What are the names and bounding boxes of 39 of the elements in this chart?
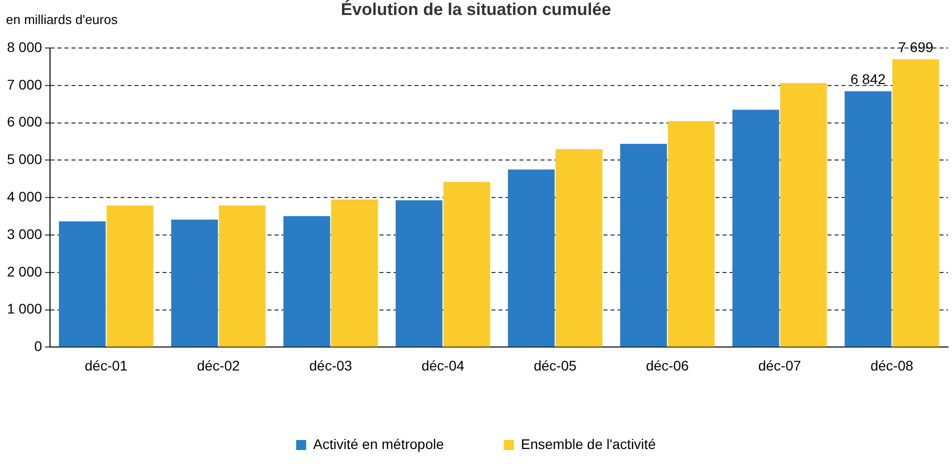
y-tick-label: 2 000	[6, 263, 42, 280]
legend-label: Activité en métropole	[313, 436, 444, 452]
bar	[396, 200, 442, 347]
y-tick-label: 8 000	[6, 38, 42, 55]
x-tick-label: déc-04	[421, 357, 465, 374]
bar	[171, 220, 218, 347]
chart-title: Évolution de la situation cumulée	[340, 0, 612, 19]
y-tick-label: 6 000	[6, 114, 42, 130]
y-tick-label: 3 000	[6, 226, 42, 242]
bar	[620, 144, 667, 347]
bar	[508, 170, 555, 347]
y-tick-label: 7 000	[6, 76, 42, 92]
x-tick-label: déc-06	[646, 357, 689, 374]
x-tick-label: déc-01	[84, 357, 128, 374]
bar	[780, 83, 827, 347]
x-tick-label: déc-08	[870, 357, 914, 374]
y-axis-title: en milliards d'euros	[6, 12, 118, 27]
y-tick-label: 4 000	[6, 188, 42, 204]
y-tick-label: 0	[34, 338, 42, 354]
bar	[283, 216, 330, 347]
x-tick-label: déc-05	[534, 357, 577, 374]
bar	[331, 199, 378, 347]
x-tick-label: déc-03	[309, 357, 352, 374]
bar	[106, 205, 154, 347]
x-tick-label: déc-07	[758, 357, 802, 374]
legend-label: Ensemble de l'activité	[520, 436, 656, 452]
bar	[58, 221, 106, 347]
y-tick-label: 1 000	[6, 300, 42, 317]
x-tick-label: déc-02	[196, 357, 240, 374]
bar	[892, 59, 940, 347]
bar	[218, 205, 266, 347]
bar	[844, 91, 892, 347]
bar	[732, 110, 780, 347]
bar	[556, 149, 602, 347]
data-label: 7 699	[898, 39, 934, 56]
data-label: 6 842	[850, 71, 886, 88]
bar	[668, 121, 715, 347]
bar	[443, 182, 490, 347]
y-tick-label: 5 000	[6, 151, 42, 168]
